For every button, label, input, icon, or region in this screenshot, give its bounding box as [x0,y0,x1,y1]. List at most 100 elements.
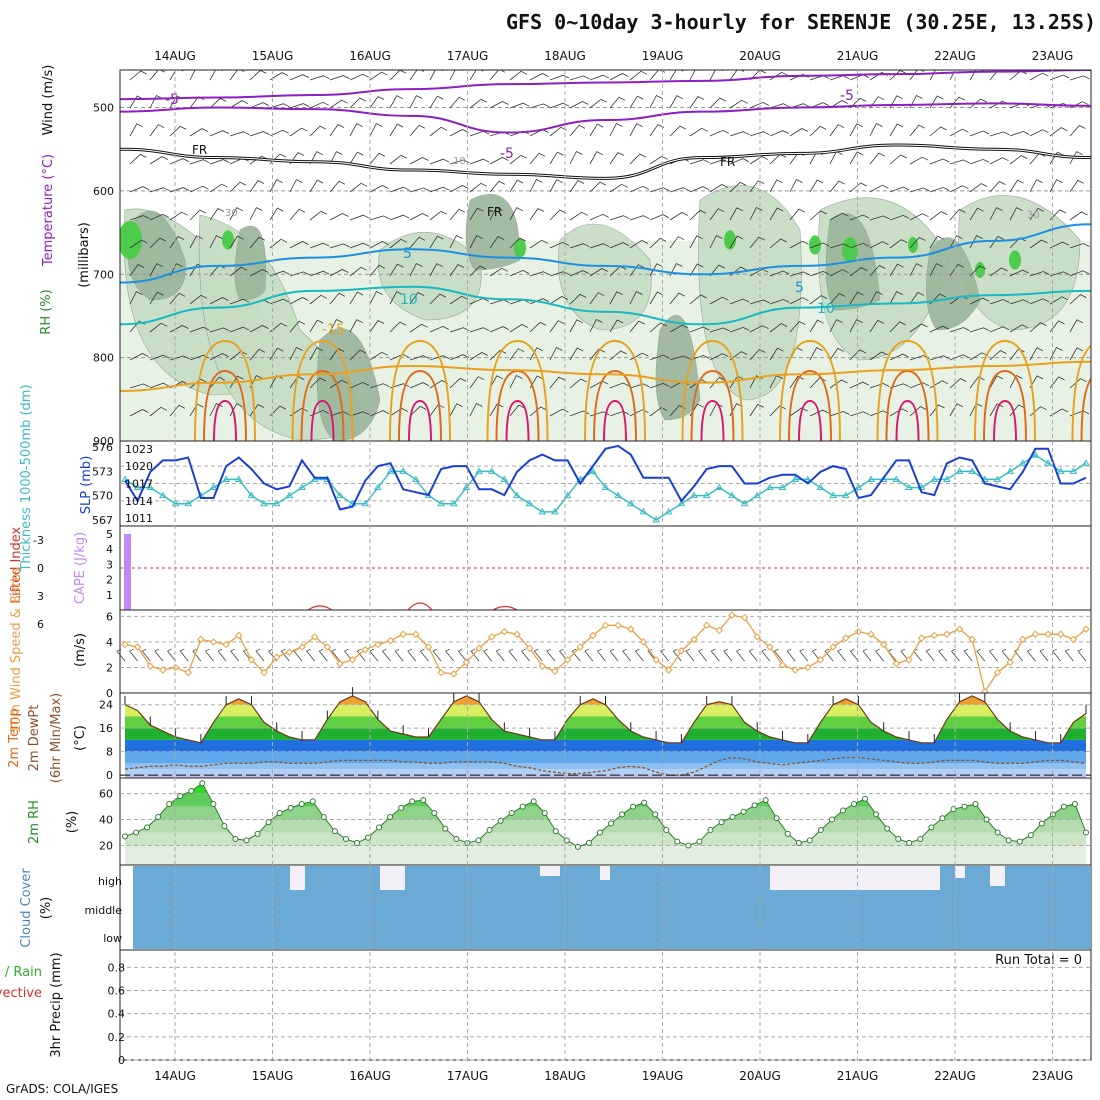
temp-band [125,739,1086,752]
wind-barb [309,294,328,305]
wind-barb [529,207,545,221]
wind-barb [609,183,628,193]
side-label: 3hr Precip (mm) [49,952,64,1057]
thickness-line [124,454,1087,521]
wind-barb [289,320,306,333]
wind-barb [889,263,904,277]
wind-barb [889,291,903,305]
wind-barb [189,403,204,417]
wind-barb [529,178,543,193]
wind10m-point [576,643,584,651]
surface-wind-barb [558,648,568,662]
wind-barb [249,179,265,193]
rh-band [125,845,1086,865]
wind-barb [949,185,969,193]
wind-barb [469,235,483,249]
thickness-point [791,475,800,482]
wind-barb [569,293,587,305]
rh-point [828,816,835,823]
side-label: SLP (mb) [79,456,94,515]
stability-panel [119,525,1092,611]
side-label: (°C) [73,725,88,751]
li-bump [492,605,518,611]
wind-barb [609,122,623,137]
rh-point [961,803,968,810]
surface-wind-barb [356,648,366,662]
wind-barb [529,103,550,109]
wind-barb [449,295,468,305]
wind-barb [449,70,463,81]
wind-barb [329,243,350,249]
wind-barb [989,181,1006,193]
side-label: 2m DewPt [27,705,42,772]
wind-barb [629,153,647,165]
contour-label-minus5-b: -5 [500,146,514,162]
wind-barb [1029,347,1044,361]
surface-wind-barb [634,648,644,662]
wind-barb [249,207,263,221]
wind-barb [309,270,330,277]
rh-point [475,837,482,844]
isotherm-diurnal-bulb [1080,376,1091,441]
thickness-point [209,483,218,491]
wind-barb [949,159,970,165]
wind-barb [429,70,443,81]
wind-barb [209,130,230,137]
wind-barb [249,325,269,333]
wind-barb [1049,241,1069,249]
wind-barb [809,347,823,361]
precip-label-convective: Convective [0,986,42,1001]
rh-point [320,813,327,820]
wind-barb [789,321,806,333]
wind-barb [929,126,947,137]
surface-wind-barb [495,648,505,662]
wind-barb [629,290,643,305]
wind-barb [789,128,808,137]
wind-barb [349,97,367,109]
isotherm-diurnal-bulb [603,399,627,441]
wind-barb [629,185,649,193]
wind-barb [449,96,466,109]
wind-barb [929,355,950,361]
wind-barb [929,70,943,81]
wind-barb [229,235,244,249]
wind-barb [689,354,710,361]
wind10m-point [121,640,129,649]
wind-barb [369,410,390,417]
wind-barb [429,235,444,249]
wind-barb [429,186,450,193]
axis-tick-label: 4 [106,636,113,649]
wind-barb [589,123,604,137]
surface-wind-barb [748,648,758,662]
isotherm-15 [120,360,1091,392]
wind-barb [889,383,910,389]
surface-wind-barb [862,648,872,662]
wind10m-point [1031,630,1040,638]
wind-barb [549,296,568,305]
rh-point [331,828,338,835]
thickness-point [475,467,483,474]
wind-barb [189,378,208,389]
wind-barb [969,98,987,109]
wind-barb [709,296,729,305]
wind10m-point [159,666,167,674]
rh-high-region [514,238,526,258]
wind-barb [549,408,569,417]
wind10m-point [1019,635,1027,644]
wind-barb [309,125,327,137]
wind-barb [489,235,505,249]
wind10m-point [437,668,445,677]
wind-barb [349,182,368,193]
isotherm-diurnal-bulb [398,369,442,441]
wind-barb [529,73,549,81]
rh-point [431,810,438,817]
thickness-point [234,475,243,482]
wind-barb [909,94,923,109]
wind-barb [149,94,163,109]
wind-barb [629,264,645,277]
wind10m-point [361,645,369,654]
wind-barb [509,324,528,333]
wind-barb [1009,374,1023,389]
temp-band [125,728,1086,740]
wind10m-point [348,656,357,664]
